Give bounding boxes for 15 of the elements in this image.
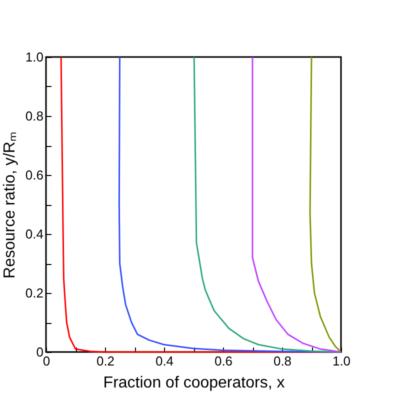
- x-axis-title: Fraction of cooperators, x: [103, 374, 285, 392]
- y-tick-label: 0.6: [25, 168, 44, 182]
- x-tick-label: 0.4: [155, 354, 174, 368]
- y-tick-label: 0.4: [25, 226, 44, 242]
- x-tick-label: 0.2: [96, 354, 115, 368]
- line-series: [60, 56, 342, 353]
- x-tick-label: 1.0: [332, 354, 351, 368]
- y-tick-label: 0.8: [25, 108, 44, 124]
- y-tick-label: 0.2: [25, 286, 44, 300]
- x-tick-label: 0.8: [273, 354, 292, 368]
- y-axis-title: Resource ratio, y/Rₘ: [1, 132, 18, 278]
- line-series: [309, 56, 342, 353]
- y-tick-label: 1.0: [25, 50, 44, 64]
- x-tick-label: 0.6: [214, 354, 233, 368]
- line-series: [252, 56, 342, 353]
